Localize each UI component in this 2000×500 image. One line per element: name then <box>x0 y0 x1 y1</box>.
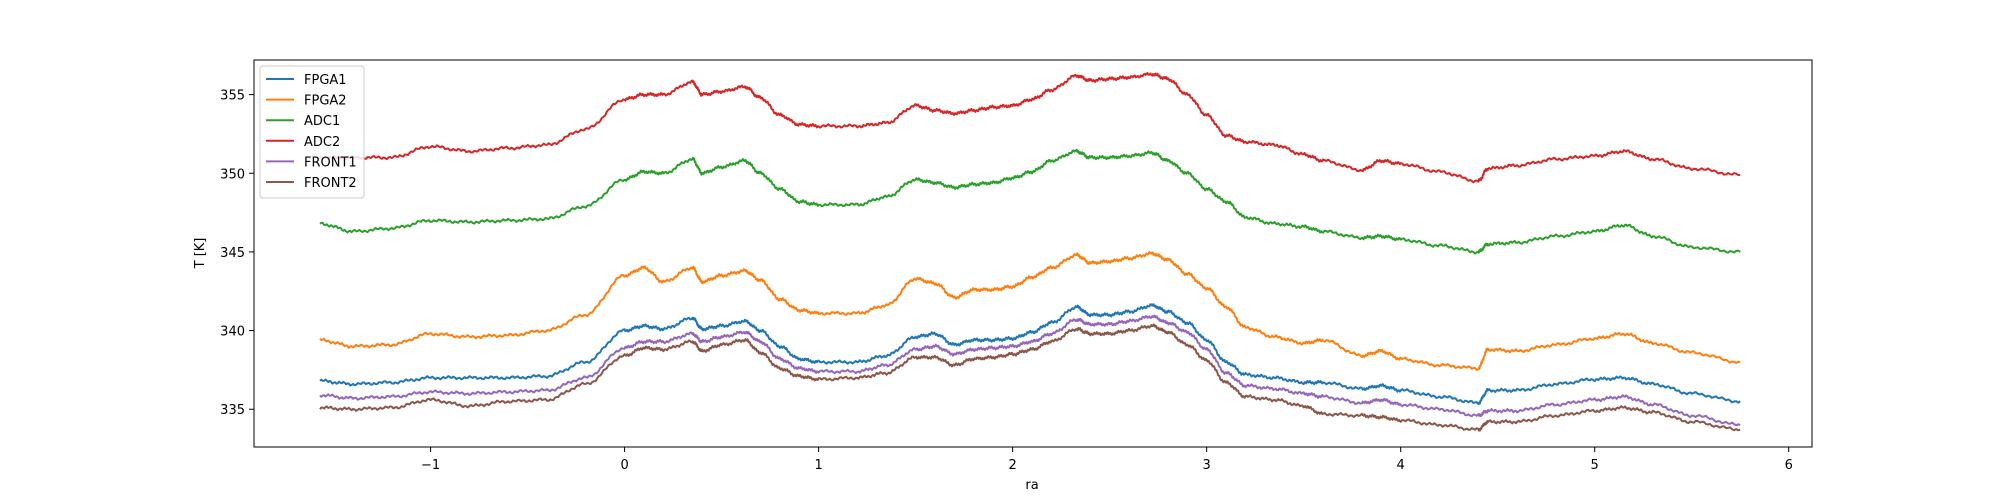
x-tick-label: 3 <box>1203 458 1211 473</box>
y-axis: 335 340 345 350 355 <box>220 89 254 418</box>
y-tick-label: 340 <box>220 325 245 340</box>
plot-lines <box>319 72 1741 432</box>
legend-label-fpga2: FPGA2 <box>304 94 347 109</box>
x-tick-label: −1 <box>421 458 440 473</box>
legend: FPGA1 FPGA2 ADC1 ADC2 FRONT1 FRONT2 <box>259 65 365 199</box>
y-axis-label: T [K] <box>193 238 208 270</box>
series-line-adc2 <box>319 72 1741 184</box>
legend-label-adc1: ADC1 <box>304 114 340 129</box>
y-tick-label: 345 <box>220 246 245 261</box>
legend-label-adc2: ADC2 <box>304 135 340 150</box>
x-tick-label: 5 <box>1591 458 1599 473</box>
y-tick-label: 350 <box>220 167 245 182</box>
legend-label-front1: FRONT1 <box>304 155 357 170</box>
legend-label-front2: FRONT2 <box>304 176 357 191</box>
plot-frame <box>253 59 1813 448</box>
series-line-fpga1 <box>319 303 1741 406</box>
x-tick-label: 0 <box>620 458 628 473</box>
series-line-fpga2 <box>319 251 1741 371</box>
x-tick-label: 2 <box>1008 458 1016 473</box>
x-tick-label: 6 <box>1785 458 1793 473</box>
y-tick-label: 335 <box>220 403 245 418</box>
series-line-front2 <box>319 323 1741 432</box>
x-tick-label: 4 <box>1397 458 1405 473</box>
x-tick-label: 1 <box>814 458 822 473</box>
x-axis-label: ra <box>1025 478 1038 493</box>
x-axis: −1 0 1 2 3 4 5 6 <box>421 447 1793 473</box>
series-line-front1 <box>319 314 1741 427</box>
series-line-adc1 <box>319 148 1741 255</box>
legend-label-fpga1: FPGA1 <box>304 73 347 88</box>
y-tick-label: 355 <box>220 89 245 104</box>
